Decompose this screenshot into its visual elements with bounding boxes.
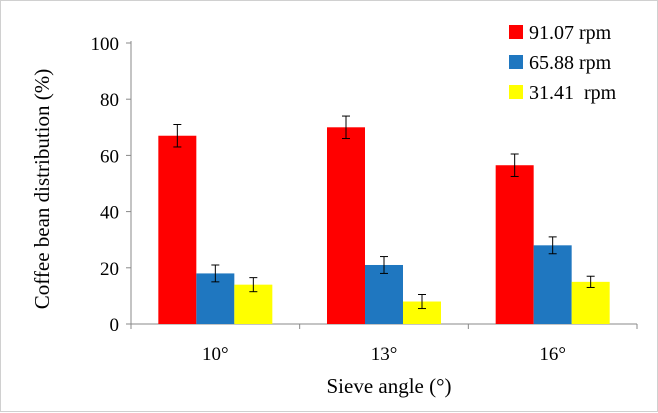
bar (533, 245, 572, 324)
bar (403, 301, 441, 324)
bars-group (158, 115, 610, 324)
y-tick-label: 100 (91, 34, 120, 55)
y-tick-label: 60 (100, 146, 119, 167)
y-axis-ticks: 0 20 40 60 80 100 (91, 34, 131, 336)
y-tick-label: 80 (100, 90, 119, 111)
legend: 91.07 rpm 65.88 rpm 31.41 rpm (509, 22, 617, 104)
y-tick-label: 0 (110, 315, 120, 336)
legend-label: 91.07 rpm (529, 22, 612, 44)
bar (365, 264, 403, 324)
legend-swatch (509, 85, 523, 99)
y-axis-title: Coffee bean distribution (%) (30, 69, 54, 309)
legend-label: 31.41 rpm (529, 82, 617, 104)
bar (571, 281, 610, 324)
y-tick-label: 40 (100, 203, 119, 224)
bar (158, 135, 197, 324)
legend-swatch (509, 55, 523, 69)
x-tick-label: 13° (371, 344, 398, 365)
bar (495, 165, 534, 324)
x-tick-label: 10° (202, 344, 229, 365)
legend-swatch (509, 25, 523, 39)
y-tick-label: 20 (100, 259, 119, 280)
legend-label: 65.88 rpm (529, 52, 612, 74)
x-tick-label: 16° (539, 344, 566, 365)
x-axis-ticks: 10° 13° 16° (130, 324, 638, 365)
bar (327, 127, 365, 324)
x-axis-title: Sieve angle (°) (326, 374, 451, 398)
